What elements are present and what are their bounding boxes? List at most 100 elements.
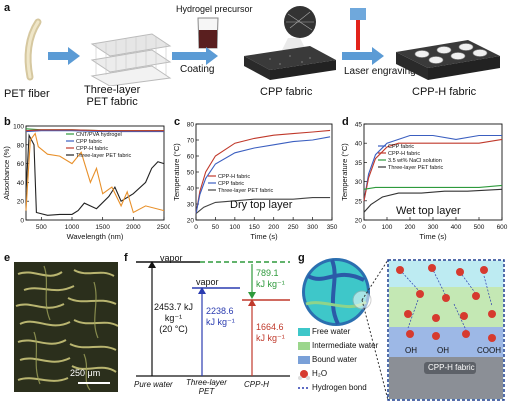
- legend-entry: CPP fabric: [388, 144, 414, 150]
- y-tick-label: 70: [187, 138, 195, 145]
- series-line: [25, 132, 165, 214]
- plot-frame: [25, 125, 165, 221]
- microscope-image: [14, 262, 118, 392]
- x-tick-label: 500: [36, 224, 47, 231]
- y-tick-label: 35: [355, 160, 363, 167]
- beaker-icon: [197, 17, 219, 49]
- series-line: [25, 129, 164, 132]
- legend-h2o: H₂O: [312, 369, 328, 378]
- x-tick-label: 150: [249, 224, 260, 231]
- pet-fiber-illustration: [24, 18, 42, 81]
- absorbance-chart: 500 1000 1500 2000 2500 0 20 40 60 80 100 Wavelengt…: [2, 124, 170, 242]
- legend-entry: CPP fabric: [76, 139, 102, 145]
- y-tick-label: 50: [187, 170, 195, 177]
- y-tick-label: 60: [187, 154, 195, 161]
- vapor-label-left: vapor: [160, 253, 183, 263]
- series-line: [363, 134, 502, 201]
- x-label-cpp-h: CPP-H: [244, 380, 269, 389]
- x-tick-label: 100: [229, 224, 240, 231]
- x-tick-label: 1500: [95, 224, 110, 231]
- legend-entry: Three-layer PET fabric: [76, 153, 131, 159]
- y-tick-label: 80: [187, 122, 195, 129]
- x-axis-label: Wavelength (nm): [67, 232, 124, 241]
- y-tick-label: 80: [17, 142, 25, 149]
- x-tick-label: 50: [212, 224, 220, 231]
- y-axis-label: Temperature (°C): [172, 143, 181, 201]
- green-enthalpy: 789.1 kJ kg⁻¹: [256, 268, 285, 289]
- y-tick-label: 60: [17, 161, 25, 168]
- cpp-h-fabric-illustration: [396, 40, 500, 80]
- x-tick-label: 100: [382, 224, 393, 231]
- legend-entry: CPP-H fabric: [218, 174, 250, 180]
- hydrogel-precursor-label: Hydrogel precursor: [176, 4, 253, 14]
- series-line: [363, 188, 503, 213]
- legend-entry: CNT/PVA hydrogel: [76, 132, 122, 138]
- cpp-h-enthalpy: 1664.6 kJ kg⁻¹: [256, 322, 285, 343]
- three-layer-fabric-illustration: [90, 33, 172, 86]
- x-tick-label: 350: [327, 224, 338, 231]
- panel-b-letter: b: [4, 116, 11, 128]
- series-line: [195, 129, 331, 214]
- y-tick-label: 0: [20, 218, 24, 225]
- x-tick-label: 200: [405, 224, 416, 231]
- legend-entry: CPP-H fabric: [388, 151, 420, 157]
- laser-icon: [342, 8, 384, 65]
- x-axis-label: Time (s): [419, 232, 447, 241]
- x-tick-label: 250: [288, 224, 299, 231]
- arrow-icon: [172, 47, 218, 65]
- pure-water-enthalpy: 2453.7 kJ kg⁻¹ (20 °C): [154, 302, 194, 334]
- x-axis-label: Time (s): [250, 232, 278, 241]
- dry-temperature-chart: 0 50 100 150 200 250 300 350 20 30 40 50 60 70 80 Time …: [172, 122, 338, 242]
- chart-annotation: Dry top layer: [230, 199, 293, 211]
- cpp-fabric-label: CPP fabric: [260, 86, 313, 98]
- legend-entry: CPP fabric: [218, 181, 244, 187]
- y-tick-label: 20: [187, 218, 195, 225]
- x-tick-label: 0: [362, 224, 366, 231]
- legend-entry: 3.5 wt% NaCl solution: [388, 158, 442, 164]
- panel-f-letter: f: [124, 252, 128, 264]
- legend-entry: Three-layer PET fabric: [388, 165, 443, 171]
- x-label-pure-water: Pure water: [134, 380, 173, 389]
- y-tick-label: 30: [355, 179, 363, 186]
- panel-d-letter: d: [342, 116, 349, 128]
- y-tick-label: 40: [187, 186, 195, 193]
- x-tick-label: 500: [474, 224, 485, 231]
- y-tick-label: 45: [355, 122, 363, 129]
- legend-bound-water: Bound water: [312, 355, 357, 364]
- chart-annotation: Wet top layer: [396, 205, 461, 217]
- three-layer-fabric-label: Three-layer PET fabric: [84, 84, 141, 108]
- y-tick-label: 40: [17, 180, 25, 187]
- panel-a-letter: a: [4, 2, 11, 14]
- y-tick-label: 20: [355, 218, 363, 225]
- y-tick-label: 20: [17, 199, 25, 206]
- x-tick-label: 600: [497, 224, 508, 231]
- y-tick-label: 100: [13, 124, 24, 131]
- x-label-three-layer-pet: Three-layer PET: [186, 378, 227, 396]
- vapor-label-mid: vapor: [196, 277, 219, 287]
- panel-g-letter: g: [298, 252, 305, 264]
- panel-e-letter: e: [4, 252, 11, 264]
- wet-temperature-chart: 0 100 200 300 400 500 600 20 25 30 35 40 45 Time (s) T…: [340, 122, 508, 242]
- laser-engraving-label: Laser engraving: [344, 66, 416, 77]
- coating-label: Coating: [180, 64, 215, 75]
- pet-enthalpy: 2238.6 kJ kg⁻¹: [206, 306, 235, 327]
- x-tick-label: 400: [451, 224, 462, 231]
- cooh-label: COOH: [477, 346, 501, 355]
- panel-c-letter: c: [174, 116, 181, 128]
- series-line: [25, 133, 165, 216]
- x-tick-label: 0: [194, 224, 198, 231]
- arrow-icon: [48, 47, 80, 65]
- cpp-h-fabric-label: CPP-H fabric: [412, 86, 477, 98]
- oh-label-1: OH: [405, 346, 417, 355]
- x-tick-label: 2500: [157, 224, 170, 231]
- x-tick-label: 300: [307, 224, 318, 231]
- series-line: [195, 136, 331, 214]
- legend-entry: Three-layer PET fabric: [218, 188, 273, 194]
- legend-intermediate-water: Intermediate water: [312, 341, 379, 350]
- legend-entry: CPP-H fabric: [76, 146, 108, 152]
- scale-bar-label: 250 μm: [70, 368, 101, 378]
- x-tick-label: 200: [268, 224, 279, 231]
- series-line: [195, 197, 331, 215]
- x-tick-label: 1000: [65, 224, 80, 231]
- y-axis-label: Absorbance (%): [2, 146, 11, 200]
